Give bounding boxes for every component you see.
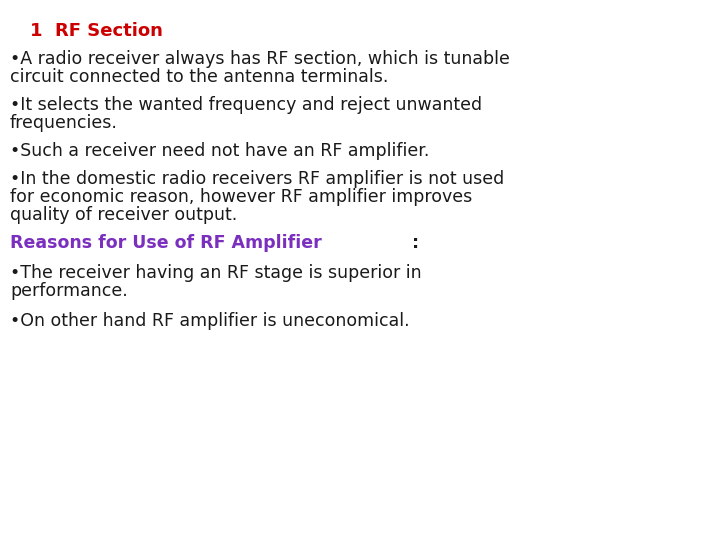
Text: 1  RF Section: 1 RF Section: [30, 22, 163, 40]
Text: performance.: performance.: [10, 282, 127, 300]
Text: •The receiver having an RF stage is superior in: •The receiver having an RF stage is supe…: [10, 264, 422, 282]
Text: •In the domestic radio receivers RF amplifier is not used: •In the domestic radio receivers RF ampl…: [10, 170, 504, 188]
Text: :: :: [413, 234, 419, 252]
Text: circuit connected to the antenna terminals.: circuit connected to the antenna termina…: [10, 68, 388, 86]
Text: •Such a receiver need not have an RF amplifier.: •Such a receiver need not have an RF amp…: [10, 142, 429, 160]
Text: •It selects the wanted frequency and reject unwanted: •It selects the wanted frequency and rej…: [10, 96, 482, 114]
Text: frequencies.: frequencies.: [10, 114, 118, 132]
Text: for economic reason, however RF amplifier improves: for economic reason, however RF amplifie…: [10, 188, 472, 206]
Text: Reasons for Use of RF Amplifier: Reasons for Use of RF Amplifier: [10, 234, 322, 252]
Text: quality of receiver output.: quality of receiver output.: [10, 206, 238, 224]
Text: •On other hand RF amplifier is uneconomical.: •On other hand RF amplifier is uneconomi…: [10, 312, 410, 330]
Text: •A radio receiver always has RF section, which is tunable: •A radio receiver always has RF section,…: [10, 50, 510, 68]
